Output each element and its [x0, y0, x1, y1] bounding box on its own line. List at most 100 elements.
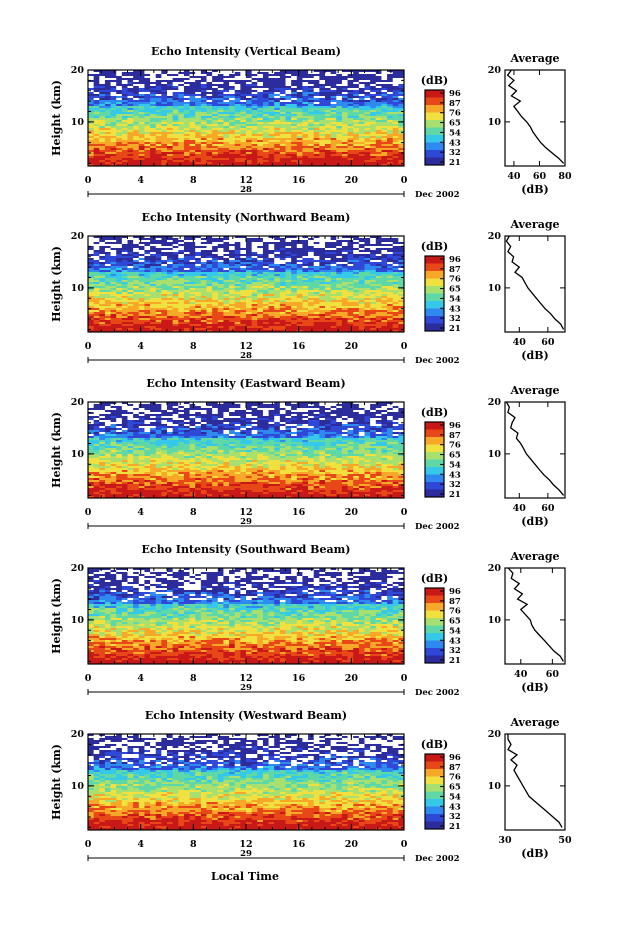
profile-line	[507, 567, 564, 662]
colorbar-tick-label: 96	[449, 255, 461, 265]
colorbar-segment	[425, 625, 444, 634]
profile-x-label: (dB)	[521, 847, 548, 860]
profile-x-label: (dB)	[521, 183, 548, 196]
colorbar-tick-label: 43	[449, 470, 461, 480]
colorbar-tick-label: 76	[449, 109, 461, 119]
profile-x-tick-label: 40	[507, 171, 521, 182]
heatmap-cells	[88, 402, 405, 499]
y-tick-label: 10	[71, 449, 85, 460]
colorbar-segment	[425, 482, 444, 490]
colorbar-segment	[425, 776, 444, 785]
x-tick-label: 8	[190, 341, 197, 352]
colorbar-tick-label: 54	[449, 792, 461, 802]
colorbar-segment	[425, 474, 444, 483]
x-tick-label: 20	[345, 175, 359, 186]
x-tick-label: 0	[401, 673, 408, 684]
colorbar-segment	[425, 105, 444, 113]
x-tick-label: 4	[137, 839, 144, 850]
date-label: Dec 2002	[415, 190, 460, 200]
colorbar-tick-label: 32	[449, 480, 461, 490]
colorbar-segment	[425, 459, 444, 468]
profile-frame	[504, 69, 566, 167]
y-axis-label: Height (km)	[50, 412, 63, 488]
colorbar-tick-label: 65	[449, 451, 461, 461]
colorbar-tick-label: 32	[449, 314, 461, 324]
colorbar-title: (dB)	[421, 572, 448, 585]
profile-y-tick-label: 20	[488, 729, 502, 740]
heatmap-cells	[88, 236, 405, 333]
colorbar-tick-label: 65	[449, 783, 461, 793]
x-tick-label: 0	[85, 673, 92, 684]
y-tick-label: 20	[71, 397, 85, 408]
x-tick-label: 20	[345, 341, 359, 352]
profile-x-label: (dB)	[521, 515, 548, 528]
panel-title: Echo Intensity (Eastward Beam)	[146, 377, 345, 390]
colorbar-segment	[425, 150, 444, 158]
colorbar-segment	[425, 610, 444, 619]
x-tick-label: 0	[401, 175, 408, 186]
colorbar-segment	[425, 120, 444, 128]
date-day: 29	[240, 849, 252, 859]
colorbar-tick-label: 54	[449, 460, 461, 470]
beam-panel-2: Echo Intensity (Eastward Beam) 20 10 Height…	[50, 377, 566, 532]
colorbar-segment	[425, 293, 444, 302]
y-tick-label: 10	[71, 615, 85, 626]
colorbar-segment	[425, 142, 444, 151]
colorbar-segment	[425, 467, 444, 475]
colorbar-title: (dB)	[421, 240, 448, 253]
x-tick-label: 0	[401, 839, 408, 850]
y-tick-label: 20	[71, 65, 85, 76]
x-tick-label: 0	[85, 175, 92, 186]
panel-title: Echo Intensity (Westward Beam)	[145, 709, 347, 722]
y-tick-label: 10	[71, 283, 85, 294]
colorbar-segment	[425, 263, 444, 272]
colorbar-tick-label: 65	[449, 617, 461, 627]
colorbar-tick-label: 21	[449, 490, 461, 500]
colorbar-segment	[425, 127, 444, 136]
colorbar-segment	[425, 595, 444, 604]
date-label: Dec 2002	[415, 854, 460, 864]
colorbar-tick-label: 32	[449, 812, 461, 822]
profile-line	[507, 734, 563, 828]
colorbar-segment	[425, 429, 444, 438]
colorbar-tick-label: 76	[449, 607, 461, 617]
colorbar-title: (dB)	[421, 738, 448, 751]
date-day: 28	[240, 185, 252, 195]
colorbar-tick-label: 21	[449, 158, 461, 168]
colorbar-tick-label: 76	[449, 275, 461, 285]
heatmap-cells	[88, 734, 405, 831]
profile-x-tick-label: 60	[533, 171, 547, 182]
colorbar-tick-label: 21	[449, 822, 461, 832]
profile-y-tick-label: 20	[488, 563, 502, 574]
profile-x-label: (dB)	[521, 681, 548, 694]
x-tick-label: 8	[190, 175, 197, 186]
profile-y-tick-label: 10	[488, 283, 502, 294]
y-tick-label: 10	[71, 781, 85, 792]
y-tick-label: 10	[71, 117, 85, 128]
colorbar-tick-label: 87	[449, 431, 461, 441]
colorbar-tick-label: 96	[449, 89, 461, 99]
y-tick-label: 20	[71, 729, 85, 740]
panel-title: Echo Intensity (Vertical Beam)	[151, 45, 341, 58]
x-tick-label: 8	[190, 673, 197, 684]
profile-x-label: (dB)	[521, 349, 548, 362]
profile-title: Average	[509, 716, 559, 729]
colorbar-tick-label: 43	[449, 636, 461, 646]
profile-frame	[504, 401, 566, 499]
colorbar-tick-label: 54	[449, 294, 461, 304]
profile-title: Average	[509, 52, 559, 65]
profile-x-tick-label: 50	[558, 835, 572, 846]
date-day: 28	[240, 351, 252, 361]
colorbar-tick-label: 43	[449, 304, 461, 314]
profile-y-tick-label: 20	[488, 231, 502, 242]
x-tick-label: 8	[190, 507, 197, 518]
beam-panel-3: Echo Intensity (Southward Beam) 20 10 Heigh…	[50, 543, 566, 698]
colorbar-tick-label: 21	[449, 656, 461, 666]
colorbar-segment	[425, 588, 444, 596]
x-tick-label: 12	[239, 839, 252, 850]
colorbar-segment	[425, 799, 444, 807]
colorbar-segment	[425, 489, 444, 498]
colorbar-tick-label: 32	[449, 646, 461, 656]
colorbar-tick-label: 96	[449, 587, 461, 597]
